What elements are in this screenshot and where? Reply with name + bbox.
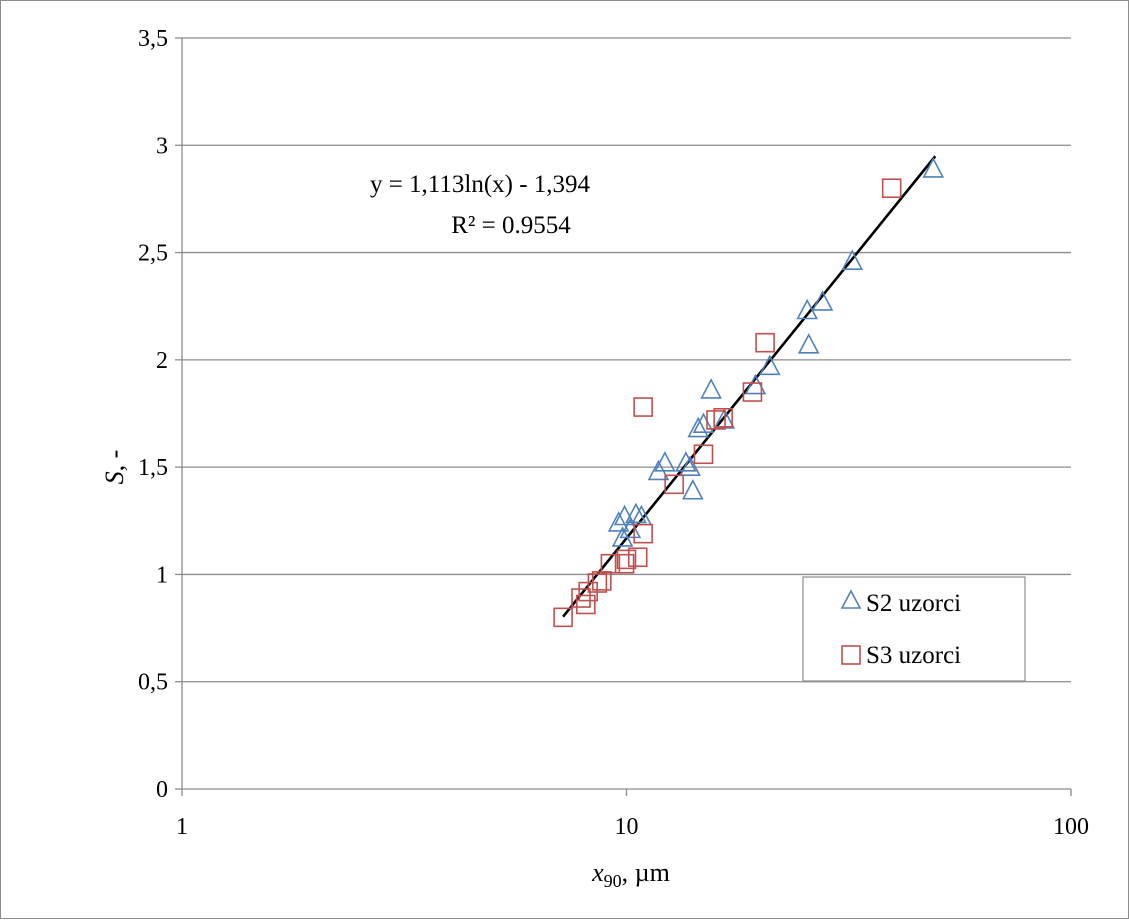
y-tick-label: 2 <box>156 348 168 374</box>
data-point-s3-square <box>693 444 714 465</box>
legend: S2 uzorci S3 uzorci <box>802 576 1026 682</box>
y-tick-label: 1,5 <box>138 455 168 481</box>
x-axis-title-main: x <box>591 858 604 887</box>
data-point-s3-square <box>755 332 775 353</box>
data-point-s2-triangle <box>758 354 781 376</box>
y-tick-label: 3 <box>156 133 168 159</box>
data-point-s3-square <box>627 547 648 568</box>
data-point-s2-triangle <box>841 249 864 270</box>
data-point-s2-triangle <box>654 451 676 472</box>
data-point-s3-square <box>706 410 726 430</box>
legend-square-marker <box>841 645 861 665</box>
legend-box <box>802 576 1026 682</box>
data-point-s3-square <box>587 573 608 593</box>
data-point-s3-square <box>553 607 573 628</box>
y-tick-label: 2,5 <box>138 241 168 267</box>
legend-label-s3: S3 uzorci <box>866 642 961 669</box>
legend-item-s2: S2 uzorci <box>840 589 961 617</box>
y-tick-label: 3,5 <box>138 26 168 52</box>
y-axis-title: S, - <box>100 450 129 485</box>
x-tick-label: 100 <box>1053 814 1089 840</box>
data-point-s3-square <box>881 178 902 198</box>
legend-label-s2: S2 uzorci <box>866 590 961 617</box>
data-point-s2-triangle <box>744 373 767 395</box>
data-point-s3-square <box>576 594 596 615</box>
x-tick-label: 10 <box>615 814 639 840</box>
data-point-s2-triangle <box>811 290 834 311</box>
x-axis-title-sub: 90 <box>604 871 622 891</box>
y-tick-label: 0,5 <box>138 670 168 696</box>
trendline-r-squared: R² = 0.9554 <box>451 212 571 239</box>
data-point-s2-triangle <box>922 157 945 178</box>
legend-item-s3: S3 uzorci <box>841 642 961 669</box>
data-point-s3-square <box>600 553 621 574</box>
data-point-s2-triangle <box>675 451 697 472</box>
y-tick-label: 1 <box>156 562 168 588</box>
data-point-s3-square <box>614 553 635 574</box>
data-point-s2-triangle <box>619 517 642 539</box>
x-tick-label: 1 <box>176 814 188 840</box>
data-point-s3-square <box>633 523 653 544</box>
axes: 0 0,5 1 1,5 2 2,5 3 3,5 1 10 100 <box>138 26 1089 840</box>
data-point-s2-triangle <box>796 298 819 320</box>
data-point-s2-triangle <box>679 455 701 476</box>
y-tick-label: 0 <box>156 777 168 803</box>
y-axis-title-main: S <box>100 471 129 484</box>
data-point-s2-triangle <box>797 333 820 354</box>
trendline-equation: y = 1,113ln(x) - 1,394 <box>370 171 591 198</box>
data-point-s3-square <box>664 474 684 495</box>
data-point-s3-square <box>742 382 763 402</box>
data-points <box>553 157 945 628</box>
x-axis-title-unit: , µm <box>622 858 670 887</box>
data-point-s2-triangle <box>625 502 647 524</box>
x-axis-title: x90, µm <box>591 858 670 891</box>
data-point-s3-square <box>571 588 591 608</box>
y-axis-title-unit: , - <box>100 450 129 472</box>
data-point-s3-square <box>633 397 653 417</box>
data-point-s2-triangle <box>692 412 715 434</box>
data-point-s2-triangle <box>682 479 704 500</box>
data-point-s3-square <box>713 407 733 428</box>
data-point-s2-triangle <box>700 378 722 399</box>
data-point-s2-triangle <box>607 511 630 532</box>
gridlines <box>182 37 1071 683</box>
data-point-s2-triangle <box>687 416 710 438</box>
data-point-s3-square <box>616 549 637 570</box>
legend-triangle-marker <box>840 589 862 609</box>
